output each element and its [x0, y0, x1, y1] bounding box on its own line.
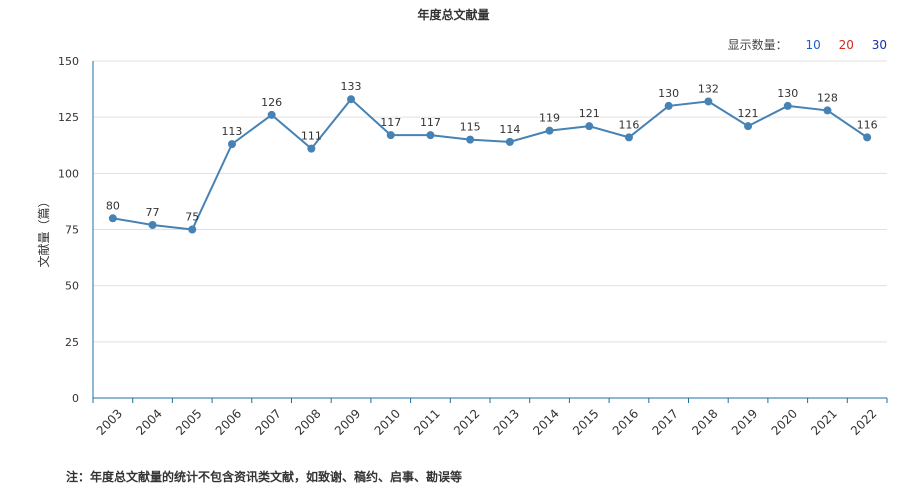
y-tick-label: 25 — [65, 336, 79, 349]
data-label: 113 — [221, 125, 242, 138]
footnote: 注：年度总文献量的统计不包含资讯类文献，如致谢、稿约、启事、勘误等 — [66, 470, 463, 484]
x-tick-label: 2012 — [451, 406, 482, 437]
y-axis-label: 文献量（篇） — [36, 195, 51, 267]
data-label: 111 — [301, 130, 322, 143]
data-point — [108, 214, 117, 223]
x-tick-label: 2017 — [649, 406, 680, 437]
data-label: 117 — [380, 116, 401, 129]
data-point — [664, 101, 673, 110]
data-label: 133 — [341, 80, 362, 93]
data-point — [823, 106, 832, 115]
x-tick-label: 2008 — [292, 406, 323, 437]
data-point — [783, 101, 792, 110]
x-tick-label: 2019 — [729, 406, 760, 437]
data-label: 130 — [777, 87, 798, 100]
x-tick-label: 2014 — [530, 406, 561, 437]
data-label: 130 — [658, 87, 679, 100]
data-point — [227, 140, 236, 149]
y-tick-label: 50 — [65, 280, 79, 293]
x-tick-label: 2006 — [213, 406, 244, 437]
display-count-label: 显示数量： — [727, 38, 788, 52]
x-tick-label: 2003 — [94, 406, 125, 437]
y-tick-label: 0 — [72, 392, 79, 405]
data-label: 121 — [579, 107, 600, 120]
data-label: 115 — [460, 121, 481, 134]
data-point — [307, 144, 316, 153]
data-point — [704, 97, 713, 106]
data-point — [505, 137, 514, 146]
data-label: 116 — [618, 118, 639, 131]
data-point — [744, 122, 753, 131]
data-label: 80 — [106, 199, 120, 212]
data-label: 128 — [817, 91, 838, 104]
x-tick-label: 2004 — [133, 406, 164, 437]
data-point — [386, 131, 395, 140]
data-point — [863, 133, 872, 142]
x-tick-label: 2009 — [332, 406, 363, 437]
data-point — [426, 131, 435, 140]
x-tick-label: 2022 — [848, 406, 879, 437]
data-label: 114 — [499, 123, 520, 136]
data-point — [466, 135, 475, 144]
x-tick-label: 2015 — [570, 406, 601, 437]
data-label: 121 — [738, 107, 759, 120]
y-tick-label: 100 — [58, 167, 79, 180]
x-tick-label: 2016 — [610, 406, 641, 437]
x-tick-label: 2007 — [252, 406, 283, 437]
data-point — [347, 95, 356, 104]
series-line — [112, 97, 868, 231]
data-point — [585, 122, 594, 131]
data-point — [267, 110, 276, 119]
data-point — [545, 126, 554, 135]
x-tick-label: 2005 — [173, 406, 204, 437]
x-tick-label: 2020 — [769, 406, 800, 437]
display-count-selector: 显示数量： 10 20 30 — [728, 36, 887, 53]
data-label: 132 — [698, 82, 719, 95]
y-tick-label: 75 — [65, 224, 79, 237]
y-tick-label: 150 — [58, 55, 79, 68]
data-point — [188, 225, 197, 234]
x-tick-label: 2021 — [808, 406, 839, 437]
x-tick-label: 2018 — [689, 406, 720, 437]
display-count-option-20[interactable]: 20 — [838, 38, 854, 52]
display-count-option-30[interactable]: 30 — [871, 38, 887, 52]
data-label: 77 — [146, 206, 160, 219]
x-tick-label: 2011 — [411, 406, 442, 437]
x-tick-label: 2010 — [372, 406, 403, 437]
display-count-option-10[interactable]: 10 — [805, 38, 821, 52]
data-point — [148, 221, 157, 230]
data-label: 117 — [420, 116, 441, 129]
data-label: 116 — [857, 118, 878, 131]
data-point — [624, 133, 633, 142]
data-label: 126 — [261, 96, 282, 109]
y-tick-label: 125 — [58, 111, 79, 124]
data-label: 119 — [539, 112, 560, 125]
chart-title: 年度总文献量 — [417, 8, 490, 22]
data-label: 75 — [185, 211, 199, 224]
x-tick-label: 2013 — [491, 406, 522, 437]
